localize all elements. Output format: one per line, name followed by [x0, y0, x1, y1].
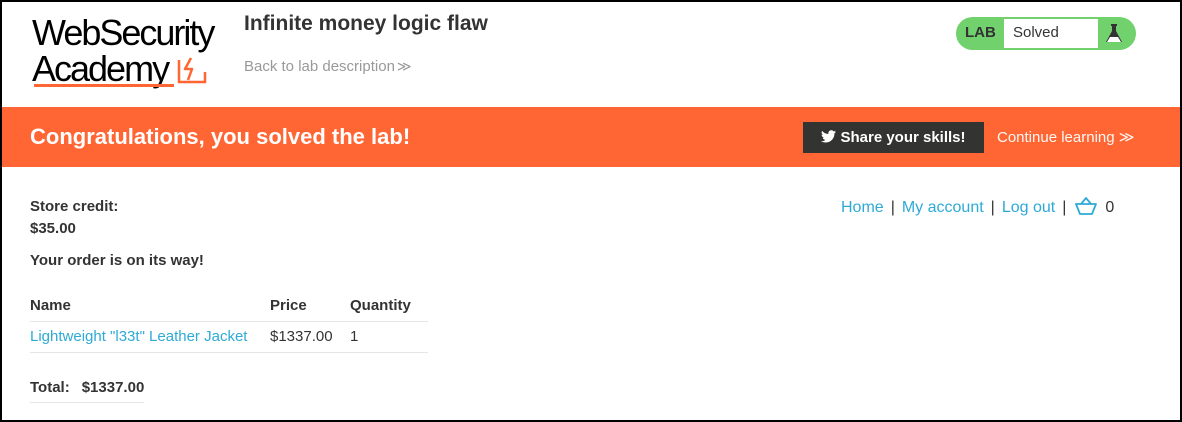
product-quantity-cell: 1	[350, 321, 428, 353]
solved-banner: Congratulations, you solved the lab! Sha…	[2, 107, 1180, 167]
lab-title: Infinite money logic flaw	[244, 12, 488, 35]
nav-separator: |	[1062, 199, 1067, 216]
nav-separator: |	[990, 199, 995, 216]
store-credit-value: $35.00	[30, 220, 76, 237]
header: WebSecurity Academy Infinite money logic…	[2, 2, 1180, 107]
lab-status-box: Solved	[1004, 19, 1098, 48]
total-value: $1337.00	[81, 379, 145, 396]
continue-learning-label: Continue learning	[997, 129, 1115, 146]
continue-learning-link[interactable]: Continue learning ≫	[997, 128, 1134, 146]
back-link-label: Back to lab description	[244, 58, 395, 75]
share-button-label: Share your skills!	[840, 129, 966, 146]
congratulations-message: Congratulations, you solved the lab!	[30, 124, 411, 149]
order-confirmation-message: Your order is on its way!	[30, 252, 204, 269]
cart-count: 0	[1105, 199, 1115, 216]
cart-icon	[1075, 197, 1098, 215]
chevron-right-icon: ≫	[396, 58, 412, 74]
logo-bolt-icon	[177, 57, 207, 84]
table-row: Lightweight "l33t" Leather Jacket $1337.…	[30, 321, 428, 353]
chevron-right-icon: ≫	[1118, 129, 1135, 146]
product-name-cell: Lightweight "l33t" Leather Jacket	[30, 321, 270, 353]
total-label: Total:	[30, 379, 70, 396]
logo-text-line1: WebSecurity	[32, 12, 215, 53]
table-header-row: Name Price Quantity	[30, 291, 428, 322]
back-to-lab-description-link[interactable]: Back to lab description ≫	[244, 58, 412, 75]
column-header-quantity: Quantity	[350, 291, 428, 322]
logo-underline	[34, 84, 174, 87]
share-skills-button[interactable]: Share your skills!	[803, 122, 984, 153]
lab-tag: LAB	[965, 24, 996, 41]
column-header-price: Price	[270, 291, 350, 322]
flask-icon	[1106, 24, 1122, 42]
order-table: Name Price Quantity Lightweight "l33t" L…	[30, 291, 428, 353]
web-security-academy-logo[interactable]: WebSecurity Academy	[32, 12, 232, 89]
product-price-cell: $1337.00	[270, 321, 350, 353]
main-content: Store credit: $35.00 Your order is on it…	[2, 167, 1180, 420]
nav-home-link[interactable]: Home	[841, 199, 884, 216]
column-header-name: Name	[30, 291, 270, 322]
store-credit-label: Store credit:	[30, 198, 119, 215]
nav-separator: |	[890, 199, 895, 216]
lab-status-badge: LAB Solved	[956, 17, 1136, 50]
cart-link[interactable]: 0	[1073, 197, 1115, 216]
order-total: Total: $1337.00	[30, 379, 145, 403]
twitter-icon	[821, 130, 837, 143]
top-nav: Home | My account | Log out | 0	[841, 197, 1114, 217]
product-link[interactable]: Lightweight "l33t" Leather Jacket	[30, 328, 248, 345]
lab-status-text: Solved	[1013, 24, 1059, 41]
nav-log-out-link[interactable]: Log out	[1001, 199, 1056, 216]
nav-my-account-link[interactable]: My account	[901, 199, 984, 216]
logo-text-line2: Academy	[32, 48, 170, 89]
